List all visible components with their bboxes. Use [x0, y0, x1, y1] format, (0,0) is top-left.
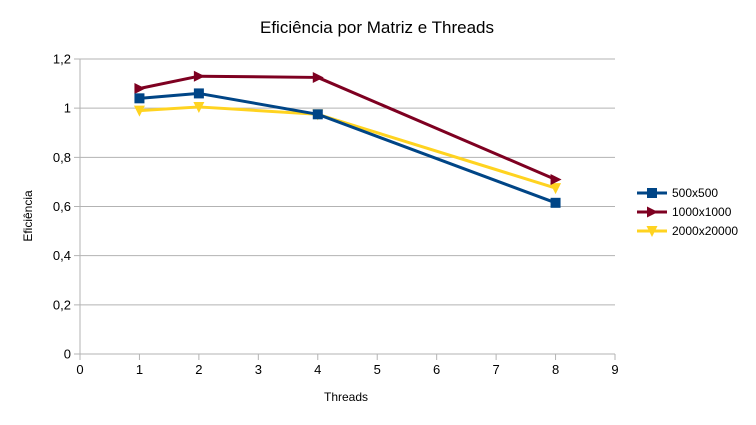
x-tick-labels: 0 1 2 3 4 5 6 7 8 9 [76, 362, 618, 377]
y-tick-label: 1,2 [53, 52, 71, 67]
x-axis-label: Threads [324, 390, 368, 404]
y-tick-label: 0 [64, 347, 71, 362]
x-tick-label: 6 [433, 362, 440, 377]
legend-label: 2000x20000 [672, 224, 738, 238]
legend-marker [647, 188, 657, 198]
x-tick-label: 5 [374, 362, 381, 377]
legend-item: 500x500 [637, 186, 718, 200]
axes [79, 59, 616, 360]
chart-title: Eficiência por Matriz e Threads [260, 18, 494, 37]
x-tick-label: 2 [195, 362, 202, 377]
x-tick-label: 3 [255, 362, 262, 377]
y-tick-labels: 0 0,2 0,4 0,6 0,8 1 1,2 [53, 52, 71, 362]
legend-item: 2000x20000 [637, 224, 738, 238]
data-point [133, 105, 145, 117]
series-line [139, 105, 556, 190]
data-point [134, 83, 146, 94]
y-tick-label: 0,4 [53, 248, 71, 263]
x-tick-label: 4 [314, 362, 321, 377]
series-1000x1000 [134, 70, 562, 185]
x-tick-label: 1 [136, 362, 143, 377]
data-point [312, 109, 323, 120]
series [133, 70, 562, 208]
data-point [550, 197, 561, 208]
y-tick-label: 1 [64, 101, 71, 116]
legend-label: 500x500 [672, 186, 718, 200]
series-line [139, 91, 557, 205]
x-tick-label: 0 [76, 362, 83, 377]
legend-marker [647, 206, 658, 218]
y-axis-label: Eficiência [21, 190, 35, 242]
data-point [550, 173, 562, 185]
x-tick-label: 7 [492, 362, 499, 377]
y-tick-label: 0,6 [53, 199, 71, 214]
data-point [134, 93, 145, 104]
y-tick-label: 0,8 [53, 150, 71, 165]
y-tick-label: 0,2 [53, 297, 71, 312]
x-tick-label: 9 [611, 362, 618, 377]
grid-lines [74, 58, 615, 355]
series-500x500 [134, 88, 561, 208]
data-point [550, 183, 562, 195]
data-point [193, 101, 205, 113]
legend-item: 1000x1000 [637, 205, 732, 219]
x-tick-label: 8 [552, 362, 559, 377]
data-point [312, 71, 324, 83]
legend-marker [646, 226, 658, 237]
data-point [193, 88, 204, 99]
data-point [193, 70, 205, 82]
legend: 500x500 1000x1000 2000x20000 [637, 186, 738, 238]
legend-label: 1000x1000 [672, 205, 732, 219]
series-line [139, 74, 557, 181]
